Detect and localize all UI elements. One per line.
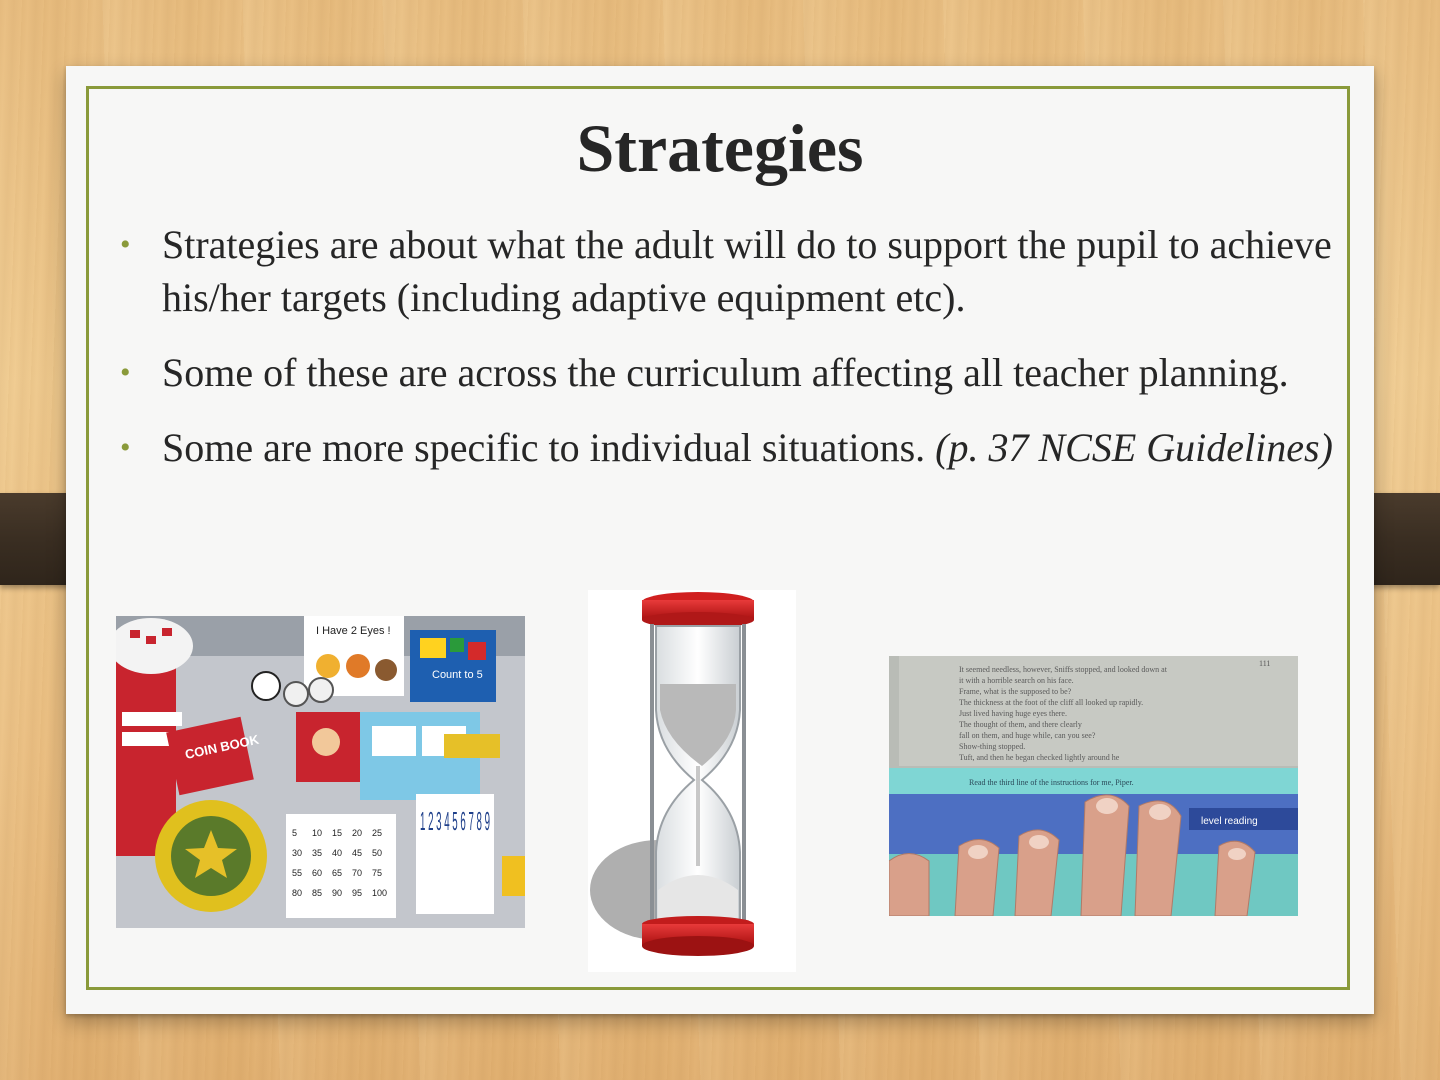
grid-cell: 55 (292, 868, 302, 878)
slide-title: Strategies (576, 110, 864, 186)
slide-frame-border (86, 86, 1350, 990)
bullet-marker-icon: • (120, 431, 131, 464)
grid-cell: 100 (372, 888, 387, 898)
grid-cell: 80 (292, 888, 302, 898)
book-line: Show-thing stopped. (959, 742, 1025, 751)
book-line: fall on them, and huge while, can you se… (959, 731, 1096, 740)
grid-cell: 90 (332, 888, 342, 898)
maths-resources-illustration: I Have 2 Eyes ! Count to 5 COIN BOOK (116, 616, 525, 928)
poster-label: I Have 2 Eyes ! (316, 625, 391, 637)
bullet-item: • Strategies are about what the adult wi… (118, 218, 1358, 324)
sand-timer-photo (588, 590, 796, 972)
bullet-item: • Some of these are across the curriculu… (118, 346, 1358, 399)
book-line: Just lived having huge eyes there. (959, 709, 1067, 718)
reading-ruler-illustration: 111 It seemed needless, however, Sniffs … (889, 656, 1298, 916)
maths-resources-photo: I Have 2 Eyes ! Count to 5 COIN BOOK (116, 616, 525, 928)
bullet-item: • Some are more specific to individual s… (118, 421, 1358, 474)
bullet-text: Some of these are across the curriculum … (162, 350, 1289, 395)
citation: (p. 37 NCSE Guidelines) (935, 425, 1333, 470)
grid-cell: 50 (372, 848, 382, 858)
book-line: Frame, what is the supposed to be? (959, 687, 1072, 696)
grid-cell: 30 (292, 848, 302, 858)
big-number-card: 1 2 3 4 5 6 7 8 9 (420, 806, 490, 836)
grid-cell: 10 (312, 828, 322, 838)
strip-text: Read the third line of the instructions … (969, 778, 1134, 787)
reading-ruler-photo: 111 It seemed needless, however, Sniffs … (889, 656, 1298, 916)
bullet-marker-icon: • (120, 228, 131, 261)
grid-cell: 25 (372, 828, 382, 838)
count-card-label: Count to 5 (432, 669, 483, 681)
book-text: 111 It seemed needless, however, Sniffs … (959, 659, 1270, 762)
book-line: Tuft, and then he began checked lightly … (959, 753, 1120, 762)
bullet-text: Strategies are about what the adult will… (162, 222, 1332, 320)
grid-cell: 65 (332, 868, 342, 878)
page-number: 111 (1259, 659, 1270, 668)
bullet-marker-icon: • (120, 356, 131, 389)
slide-card: Strategies • Strategies are about what t… (66, 66, 1374, 1014)
ruler-label: level reading (1201, 816, 1258, 827)
grid-cell: 45 (352, 848, 362, 858)
bullet-list: • Strategies are about what the adult wi… (118, 218, 1358, 496)
grid-cell: 15 (332, 828, 342, 838)
grid-cell: 60 (312, 868, 322, 878)
fingernails (968, 798, 1246, 860)
grid-cell: 95 (352, 888, 362, 898)
hand (889, 794, 1256, 916)
grid-cell: 85 (312, 888, 322, 898)
grid-cell: 35 (312, 848, 322, 858)
grid-cell: 20 (352, 828, 362, 838)
book-line: The thought of them, and there clearly (959, 720, 1082, 729)
book-line: It seemed needless, however, Sniffs stop… (959, 665, 1168, 674)
book-line: The thickness at the foot of the cliff a… (959, 698, 1143, 707)
book-line: it with a horrible search on his face. (959, 676, 1074, 685)
number-grid: 5 10 15 20 25 30 35 40 45 50 55 60 65 70… (292, 828, 387, 898)
grid-cell: 70 (352, 868, 362, 878)
grid-cell: 75 (372, 868, 382, 878)
sand-timer-illustration (588, 590, 796, 972)
bullet-text: Some are more specific to individual sit… (162, 425, 936, 470)
grid-cell: 40 (332, 848, 342, 858)
grid-cell: 5 (292, 828, 297, 838)
